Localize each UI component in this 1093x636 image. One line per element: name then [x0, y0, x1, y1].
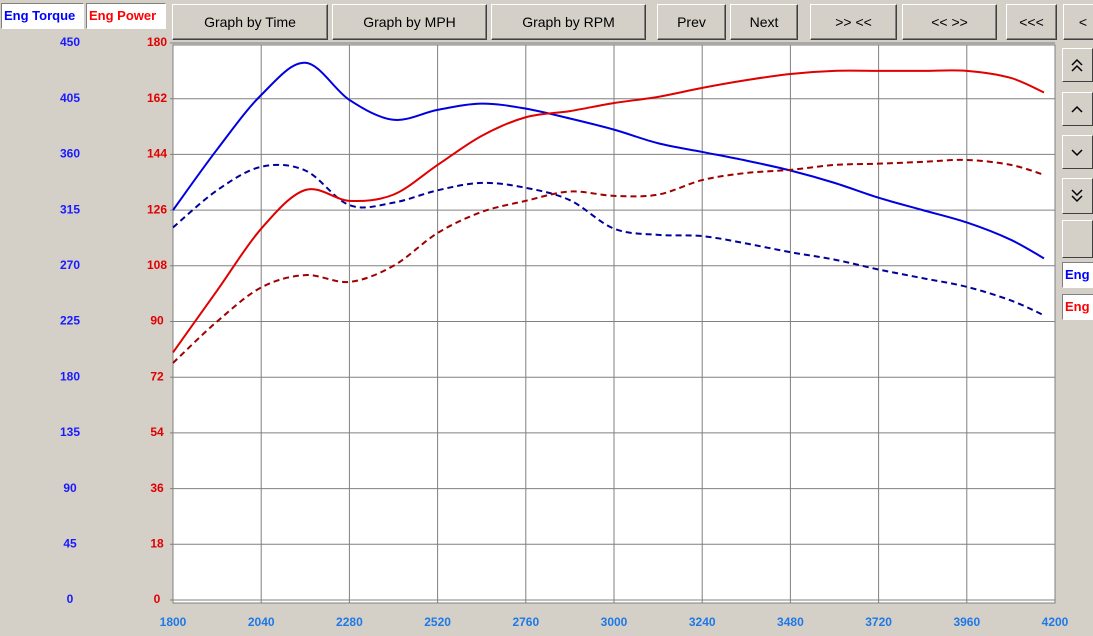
- y2-tick-label: 90: [150, 314, 164, 328]
- x-tick-label: 2280: [336, 615, 363, 629]
- scroll-down-button[interactable]: [1062, 135, 1093, 169]
- x-tick-label: 2520: [424, 615, 451, 629]
- x-tick-label: 4200: [1042, 615, 1069, 629]
- side-label: Eng: [1062, 294, 1093, 320]
- y-tick-label: 450: [60, 35, 80, 49]
- toolbar-button[interactable]: << >>: [902, 4, 997, 40]
- y-tick-label: 315: [60, 202, 80, 216]
- y2-tick-label: 180: [147, 35, 167, 49]
- y-tick-label: 360: [60, 147, 80, 161]
- blank-button[interactable]: [1062, 220, 1093, 258]
- x-tick-label: 3000: [601, 615, 628, 629]
- toolbar-button[interactable]: Next: [730, 4, 798, 40]
- x-tick-label: 3240: [689, 615, 716, 629]
- scroll-top-button[interactable]: [1062, 48, 1093, 82]
- toolbar-button[interactable]: Graph by Time: [172, 4, 328, 40]
- y2-tick-label: 162: [147, 91, 167, 105]
- y2-tick-label: 108: [147, 258, 167, 272]
- x-tick-label: 3480: [777, 615, 804, 629]
- y-tick-label: 135: [60, 425, 80, 439]
- y-tick-label: 225: [60, 314, 80, 328]
- series-line: [172, 163, 1045, 317]
- y-tick-label: 45: [63, 536, 77, 550]
- y2-tick-label: 144: [147, 147, 167, 161]
- toolbar-button[interactable]: <: [1063, 4, 1093, 40]
- scroll-up-button[interactable]: [1062, 92, 1093, 126]
- scroll-bottom-button[interactable]: [1062, 178, 1093, 214]
- y2-tick-label: 36: [150, 481, 164, 495]
- toolbar-button[interactable]: Graph by MPH: [332, 4, 487, 40]
- y-tick-label: 90: [63, 481, 77, 495]
- toolbar-button[interactable]: Prev: [657, 4, 726, 40]
- series-line: [172, 61, 1045, 260]
- series-line: [172, 69, 1045, 354]
- y-tick-label: 270: [60, 258, 80, 272]
- series-line: [172, 158, 1045, 364]
- y2-tick-label: 126: [147, 202, 167, 216]
- y2-tick-label: 18: [150, 536, 164, 550]
- legend-label: Eng Power: [86, 3, 166, 29]
- toolbar-button[interactable]: >> <<: [810, 4, 897, 40]
- y2-tick-label: 0: [154, 592, 161, 606]
- y2-tick-label: 72: [150, 369, 164, 383]
- toolbar-button[interactable]: Graph by RPM: [491, 4, 646, 40]
- y-tick-label: 0: [67, 592, 74, 606]
- plot-area: [172, 44, 1056, 604]
- x-tick-label: 3960: [953, 615, 980, 629]
- x-tick-label: 2760: [512, 615, 539, 629]
- y2-tick-label: 54: [150, 425, 164, 439]
- y-tick-label: 180: [60, 369, 80, 383]
- x-tick-label: 3720: [865, 615, 892, 629]
- x-tick-label: 2040: [248, 615, 275, 629]
- x-tick-label: 1800: [160, 615, 187, 629]
- toolbar-button[interactable]: <<<: [1006, 4, 1057, 40]
- side-label: Eng: [1062, 262, 1093, 288]
- legend-label: Eng Torque: [1, 3, 84, 29]
- y-tick-label: 405: [60, 91, 80, 105]
